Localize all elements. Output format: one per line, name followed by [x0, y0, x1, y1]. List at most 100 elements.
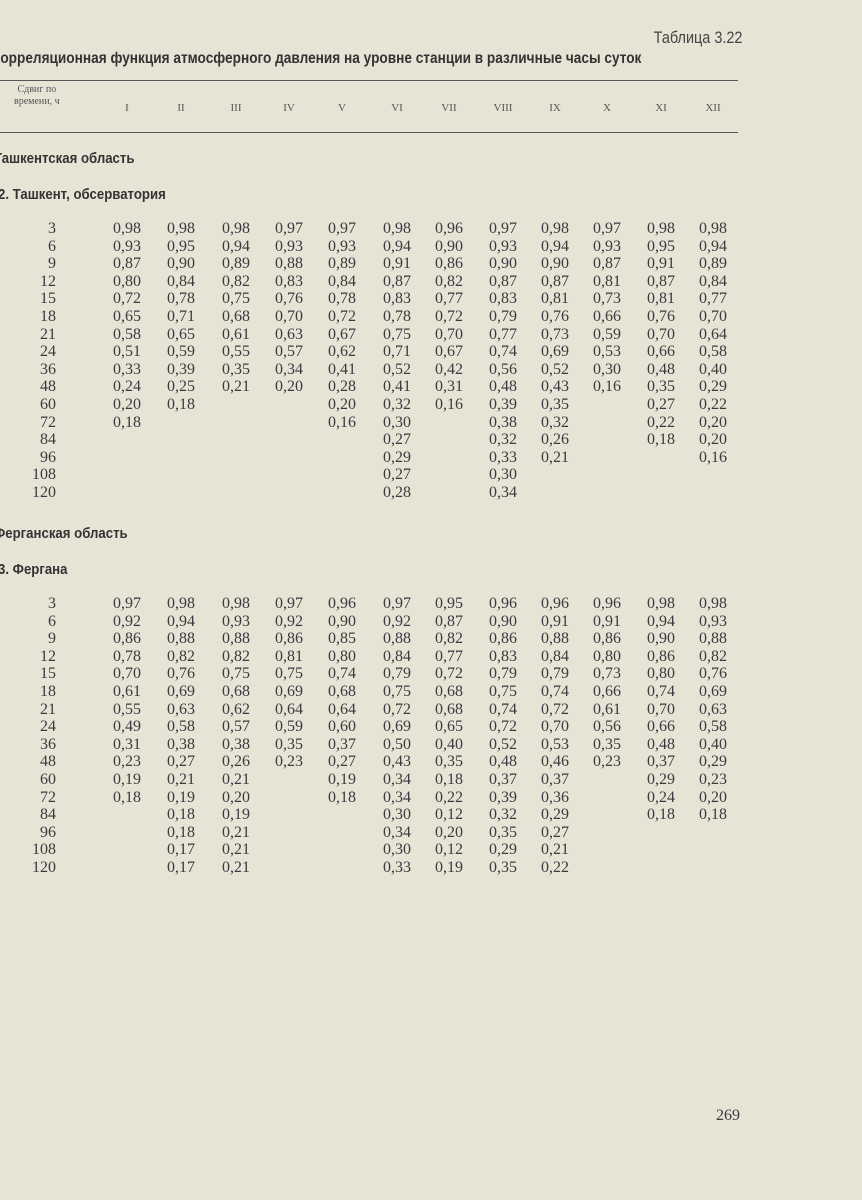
value-cell: 0,66 — [593, 683, 621, 700]
value-cell: 0,41 — [383, 378, 411, 396]
shift-cell: 21 — [40, 325, 56, 343]
value-cell: 0,52 — [489, 735, 517, 753]
table-row: 6 0,92 0,94 0,93 0,92 0,90 0,92 0,87 0,90 0,91 0,9… — [0, 613, 862, 631]
value-cell: 0,72 — [383, 700, 411, 718]
value-cell: 0,83 — [383, 290, 411, 308]
value-cell: 0,84 — [541, 647, 569, 665]
value-cell: 0,30 — [593, 360, 621, 378]
value-cell: 0,24 — [113, 378, 141, 396]
value-cell: 0,34 — [383, 771, 411, 788]
shift-cell: 12 — [40, 647, 56, 665]
value-cell: 0,50 — [383, 735, 411, 753]
value-cell: 0,35 — [489, 823, 517, 841]
value-cell: 0,97 — [489, 220, 517, 237]
value-cell: 0,35 — [541, 396, 569, 413]
page-number: 269 — [716, 1107, 740, 1124]
table-row: 18 0,65 0,71 0,68 0,70 0,72 0,78 0,72 0,79 0,76 0,… — [0, 308, 862, 326]
station-heading: 3. Фергана — [0, 561, 68, 578]
value-cell: 0,22 — [541, 859, 569, 876]
value-cell: 0,59 — [167, 343, 195, 361]
value-cell: 0,40 — [699, 735, 727, 753]
value-cell: 0,65 — [167, 325, 195, 343]
value-cell: 0,18 — [167, 806, 195, 824]
value-cell: 0,70 — [699, 308, 727, 325]
shift-cell: 24 — [40, 718, 56, 736]
value-cell: 0,42 — [435, 360, 463, 378]
month-header: XII — [705, 102, 721, 114]
value-cell: 0,96 — [435, 220, 463, 237]
month-header: V — [338, 102, 346, 114]
value-cell: 0,35 — [489, 859, 517, 876]
value-cell: 0,35 — [593, 735, 621, 753]
value-cell: 0,40 — [699, 360, 727, 378]
value-cell: 0,23 — [275, 753, 303, 771]
shift-cell: 108 — [32, 466, 56, 484]
value-cell: 0,61 — [593, 700, 621, 718]
table-row: 24 0,49 0,58 0,57 0,59 0,60 0,69 0,65 0,72 0,70 0,… — [0, 718, 862, 736]
value-cell: 0,33 — [489, 448, 517, 466]
value-cell: 0,96 — [328, 595, 356, 612]
value-cell: 0,79 — [541, 665, 569, 683]
value-cell: 0,29 — [699, 378, 727, 396]
value-cell: 0,93 — [275, 237, 303, 255]
value-cell: 0,97 — [275, 220, 303, 237]
month-header: XI — [655, 102, 667, 114]
value-cell: 0,32 — [383, 396, 411, 413]
value-cell: 0,70 — [113, 665, 141, 683]
value-cell: 0,82 — [699, 647, 727, 665]
shift-cell: 96 — [40, 448, 56, 466]
table-row: 21 0,58 0,65 0,61 0,63 0,67 0,75 0,70 0,77 0,73 0,… — [0, 326, 862, 344]
value-cell: 0,32 — [489, 806, 517, 824]
value-cell: 0,96 — [541, 595, 569, 612]
table-row: 36 0,31 0,38 0,38 0,35 0,37 0,50 0,40 0,52 0,53 0,… — [0, 736, 862, 754]
value-cell: 0,88 — [167, 630, 195, 648]
station-heading: 2. Ташкент, обсерватория — [0, 186, 166, 203]
month-header: VI — [391, 102, 403, 114]
value-cell: 0,87 — [435, 612, 463, 630]
value-cell: 0,43 — [541, 378, 569, 396]
value-cell: 0,64 — [328, 700, 356, 718]
value-cell: 0,30 — [383, 413, 411, 431]
value-cell: 0,75 — [275, 665, 303, 683]
value-cell: 0,94 — [383, 237, 411, 255]
value-cell: 0,34 — [489, 484, 517, 501]
value-cell: 0,31 — [113, 735, 141, 753]
value-cell: 0,73 — [593, 290, 621, 308]
value-cell: 0,29 — [383, 448, 411, 466]
header-bottom-rule — [0, 132, 738, 133]
region-heading: Ферганская область — [0, 525, 128, 542]
value-cell: 0,37 — [541, 771, 569, 788]
value-cell: 0,19 — [435, 859, 463, 876]
value-cell: 0,70 — [435, 325, 463, 343]
shift-cell: 36 — [40, 360, 56, 378]
value-cell: 0,38 — [222, 735, 250, 753]
value-cell: 0,21 — [167, 771, 195, 788]
value-cell: 0,94 — [222, 237, 250, 255]
value-cell: 0,20 — [113, 396, 141, 413]
value-cell: 0,27 — [541, 823, 569, 841]
value-cell: 0,68 — [328, 683, 356, 700]
value-cell: 0,64 — [275, 700, 303, 718]
shift-cell: 72 — [40, 788, 56, 806]
value-cell: 0,29 — [489, 841, 517, 859]
value-cell: 0,70 — [647, 325, 675, 343]
value-cell: 0,93 — [328, 237, 356, 255]
value-cell: 0,72 — [435, 665, 463, 683]
value-cell: 0,72 — [541, 700, 569, 718]
value-cell: 0,76 — [167, 665, 195, 683]
value-cell: 0,90 — [489, 612, 517, 630]
value-cell: 0,21 — [222, 859, 250, 876]
value-cell: 0,27 — [383, 466, 411, 484]
value-cell: 0,68 — [435, 700, 463, 718]
shift-cell: 18 — [40, 308, 56, 325]
value-cell: 0,72 — [435, 308, 463, 325]
value-cell: 0,84 — [699, 272, 727, 290]
value-cell: 0,20 — [699, 413, 727, 431]
value-cell: 0,30 — [383, 841, 411, 859]
value-cell: 0,95 — [647, 237, 675, 255]
table-row: 48 0,23 0,27 0,26 0,23 0,27 0,43 0,35 0,48 0,46 0,… — [0, 753, 862, 771]
shift-column-header: Сдвиг по времени, ч — [14, 84, 60, 108]
value-cell: 0,52 — [383, 360, 411, 378]
value-cell: 0,78 — [383, 308, 411, 325]
value-cell: 0,58 — [699, 343, 727, 361]
